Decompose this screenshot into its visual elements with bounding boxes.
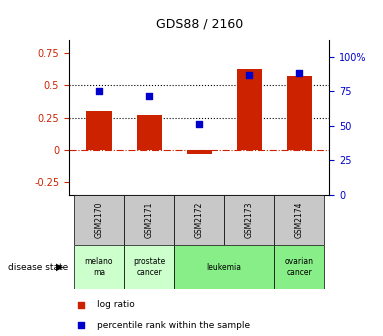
Point xyxy=(196,121,202,127)
Point xyxy=(296,70,303,75)
Text: GSM2172: GSM2172 xyxy=(195,202,204,238)
Text: leukemia: leukemia xyxy=(207,263,242,271)
Text: GSM2170: GSM2170 xyxy=(95,202,103,238)
Bar xyxy=(124,195,174,245)
Point xyxy=(146,93,152,98)
Text: GSM2173: GSM2173 xyxy=(245,202,254,238)
Bar xyxy=(224,195,274,245)
Bar xyxy=(87,111,111,150)
Bar xyxy=(124,245,174,289)
Bar xyxy=(174,195,224,245)
Bar xyxy=(74,195,124,245)
Point xyxy=(246,73,252,78)
Text: prostate
cancer: prostate cancer xyxy=(133,257,165,277)
Bar xyxy=(274,245,324,289)
Text: disease state: disease state xyxy=(8,263,68,271)
Bar xyxy=(187,150,212,154)
Bar xyxy=(137,115,162,150)
Text: log ratio: log ratio xyxy=(97,300,134,309)
Bar xyxy=(237,69,262,150)
Text: percentile rank within the sample: percentile rank within the sample xyxy=(97,321,250,330)
Text: melano
ma: melano ma xyxy=(85,257,113,277)
Point xyxy=(96,88,102,93)
Point xyxy=(78,323,84,328)
Text: ▶: ▶ xyxy=(56,262,63,272)
Point xyxy=(78,302,84,307)
Bar xyxy=(287,76,312,150)
Text: GSM2171: GSM2171 xyxy=(144,202,154,238)
Text: GDS88 / 2160: GDS88 / 2160 xyxy=(155,17,243,30)
Bar xyxy=(174,245,274,289)
Text: ovarian
cancer: ovarian cancer xyxy=(285,257,314,277)
Bar xyxy=(74,245,124,289)
Bar xyxy=(274,195,324,245)
Text: GSM2174: GSM2174 xyxy=(295,202,304,238)
